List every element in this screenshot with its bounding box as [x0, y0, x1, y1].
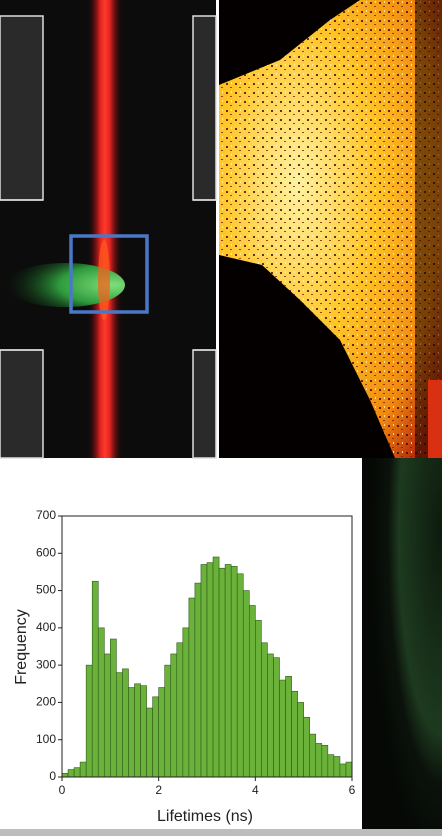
bar: [328, 755, 334, 777]
bar: [231, 566, 237, 777]
bar: [116, 673, 122, 777]
bar: [249, 605, 255, 777]
bar: [292, 691, 298, 777]
bar: [298, 702, 304, 777]
bar: [213, 557, 219, 777]
bar: [165, 665, 171, 777]
microscopy-panel: [0, 0, 216, 458]
y-axis-label: Frequency: [13, 609, 30, 685]
bar: [153, 697, 159, 777]
bar: [183, 628, 189, 777]
bar: [219, 568, 225, 777]
bar: [110, 639, 116, 777]
bar: [98, 628, 104, 777]
y-tick-label: 100: [36, 732, 56, 746]
bottom-border: [0, 829, 442, 836]
x-tick-label: 6: [349, 783, 356, 797]
bar: [80, 762, 86, 777]
bar: [322, 745, 328, 777]
bar: [273, 658, 279, 777]
bar: [141, 686, 147, 777]
bar: [171, 654, 177, 777]
bar: [195, 583, 201, 777]
bar: [201, 564, 207, 777]
bar: [334, 756, 340, 777]
dark-panel: [362, 458, 442, 830]
bar: [74, 768, 80, 777]
bar: [316, 743, 322, 777]
bar: [62, 773, 68, 777]
bar: [207, 563, 213, 777]
figure: 0 100 200 300 400 500 600 700 0 2 4 6 Lifetimes (ns…: [0, 0, 442, 836]
bar: [346, 762, 352, 777]
y-tick-label: 600: [36, 545, 56, 559]
bar: [68, 770, 74, 777]
bar: [189, 598, 195, 777]
flim-panel: [219, 0, 442, 458]
y-tick-label: 300: [36, 657, 56, 671]
y-tick-label: 0: [49, 769, 56, 783]
bar: [340, 764, 346, 777]
x-axis-label: Lifetimes (ns): [157, 808, 253, 825]
bar: [135, 684, 141, 777]
bar: [225, 564, 231, 777]
bar: [255, 620, 261, 777]
bar: [177, 643, 183, 777]
x-tick-label: 0: [59, 783, 66, 797]
x-tick-label: 2: [155, 783, 162, 797]
bar: [243, 591, 249, 777]
bar: [280, 680, 286, 777]
x-tick-label: 4: [252, 783, 259, 797]
bar: [261, 643, 267, 777]
bar: [86, 665, 92, 777]
bar: [304, 717, 310, 777]
bar: [267, 654, 273, 777]
y-tick-label: 400: [36, 620, 56, 634]
y-tick-label: 500: [36, 583, 56, 597]
bar: [310, 734, 316, 777]
bar: [122, 669, 128, 777]
bar: [92, 581, 98, 777]
bar: [128, 688, 134, 777]
bar: [237, 574, 243, 777]
histogram: 0 100 200 300 400 500 600 700 0 2 4 6: [36, 508, 356, 797]
y-tick-label: 700: [36, 508, 56, 522]
bar: [104, 654, 110, 777]
bar: [159, 688, 165, 777]
bar: [286, 676, 292, 777]
y-tick-label: 200: [36, 695, 56, 709]
bar: [147, 708, 153, 777]
